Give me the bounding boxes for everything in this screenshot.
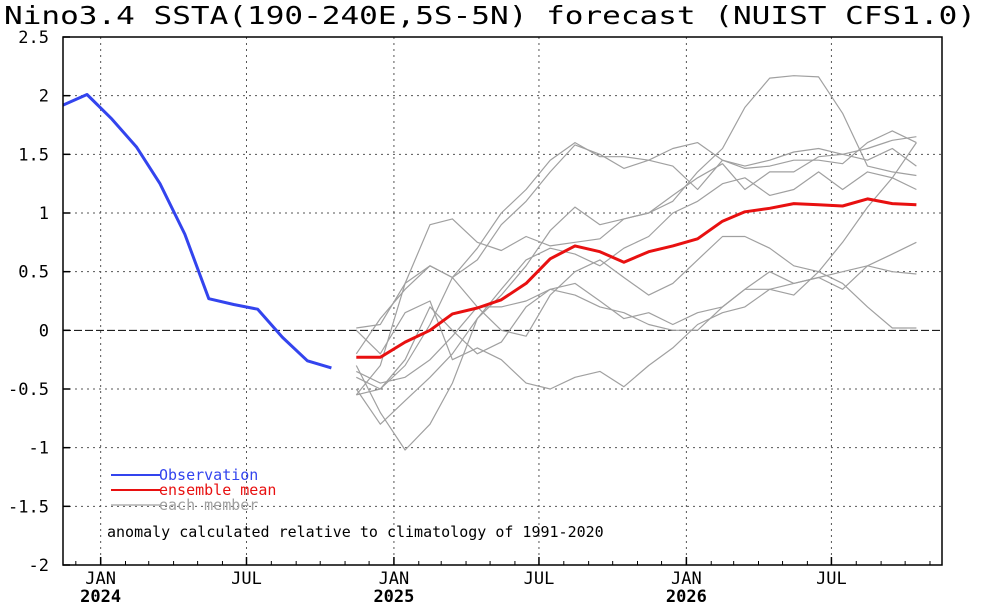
member-line xyxy=(356,265,917,384)
grid-layer xyxy=(63,37,942,565)
x-year-label: 2024 xyxy=(80,587,121,605)
y-tick-label: 2.5 xyxy=(18,28,49,48)
legend-label: each member xyxy=(159,496,258,514)
x-tick-label: JUL xyxy=(816,569,847,589)
member-line xyxy=(355,235,917,355)
observation-layer xyxy=(62,93,332,370)
member-line xyxy=(355,142,917,390)
x-tick-label: JUL xyxy=(524,569,555,589)
x-tick-label: JAN xyxy=(379,569,410,589)
x-year-label: 2026 xyxy=(666,587,707,605)
y-tick-label: 2 xyxy=(39,87,49,107)
x-tick-label: JUL xyxy=(231,569,262,589)
member-line xyxy=(356,241,917,396)
legend-label: Observation xyxy=(159,466,258,484)
member-line xyxy=(355,136,917,451)
y-tick-label: -1.5 xyxy=(8,497,49,517)
climatology-note: anomaly calculated relative to climatolo… xyxy=(107,523,604,541)
y-tick-label: 0 xyxy=(39,321,49,341)
ensemble-mean-line xyxy=(356,197,917,359)
x-tick-label: JAN xyxy=(85,569,116,589)
legend-label: ensemble mean xyxy=(159,481,276,499)
member-line xyxy=(355,171,917,425)
plot-frame xyxy=(62,36,943,566)
y-axis: 2.5 2 1.5 1 0.5 0 -0.5 -1 -1.5 -2 xyxy=(8,28,70,576)
observation-line xyxy=(62,93,332,370)
x-year-label: 2025 xyxy=(373,587,414,605)
y-tick-label: -1 xyxy=(29,439,49,459)
chart-title: Nino3.4 SSTA(190-240E,5S-5N) forecast (N… xyxy=(4,1,976,30)
member-line xyxy=(356,142,917,329)
members-layer xyxy=(355,75,917,451)
member-line xyxy=(356,130,917,390)
y-tick-label: -2 xyxy=(29,556,49,576)
y-tick-label: -0.5 xyxy=(8,380,49,400)
y-tick-label: 0.5 xyxy=(18,263,49,283)
ensemble-mean-layer xyxy=(356,197,917,359)
y-tick-label: 1.5 xyxy=(18,145,49,165)
member-line xyxy=(355,75,917,396)
x-tick-label: JAN xyxy=(671,569,702,589)
y-tick-label: 1 xyxy=(39,204,49,224)
